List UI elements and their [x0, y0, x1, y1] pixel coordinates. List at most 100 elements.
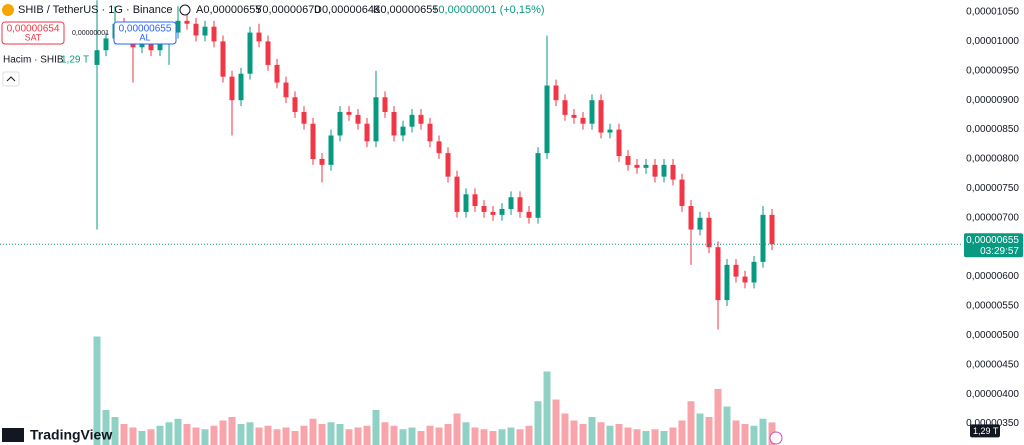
ohlc-change: +0,00000001 (+0,15%) — [432, 4, 545, 16]
candle-body — [238, 73, 244, 101]
volume-bar — [93, 336, 101, 445]
volume-bar — [111, 417, 119, 445]
volume-bar — [561, 413, 569, 445]
volume-bar — [309, 418, 317, 445]
sell-label: SAT — [25, 32, 42, 42]
volume-bar — [705, 417, 713, 445]
volume-bar — [687, 401, 695, 445]
volume-bar — [444, 424, 452, 445]
y-tick-label: 0,00000900 — [966, 95, 1019, 106]
volume-bar — [417, 431, 425, 445]
volume-bar — [399, 429, 407, 445]
candle-body — [598, 100, 604, 133]
volume-bar — [696, 413, 704, 445]
eye-icon[interactable] — [179, 4, 191, 16]
volume-bar — [678, 420, 686, 445]
candle-body — [724, 264, 730, 301]
candle-body — [688, 206, 694, 230]
collapse-icon — [6, 76, 16, 82]
candle-body — [454, 176, 460, 212]
volume-bar — [183, 424, 191, 445]
candle-body — [364, 123, 370, 142]
candle-body — [742, 276, 748, 283]
candle-body — [283, 82, 289, 98]
volume-bar — [174, 418, 182, 445]
volume-bar — [669, 427, 677, 445]
brand: TradingView — [30, 427, 112, 443]
volume-bar — [300, 425, 308, 445]
candle-body — [319, 158, 325, 165]
ohlc-open: A0,00000655 — [196, 4, 261, 16]
candle-body — [436, 141, 442, 154]
volume-bar — [246, 422, 254, 445]
volume-bar — [282, 427, 290, 445]
volume-bar — [588, 417, 596, 445]
volume-bar — [273, 429, 281, 445]
candle-body — [769, 214, 775, 245]
spread: 0,00000001 — [72, 30, 109, 37]
sell-price: 0,00000654 — [7, 24, 60, 35]
candle-body — [247, 32, 253, 74]
volume-bar — [570, 420, 578, 445]
candle-body — [535, 153, 541, 218]
volume-bar — [291, 431, 299, 445]
candle-body — [328, 135, 334, 165]
volume-bar — [741, 424, 749, 445]
candle-body — [292, 97, 298, 112]
candle-body — [391, 111, 397, 136]
buy-button[interactable] — [113, 21, 177, 45]
volume-bar — [255, 427, 263, 445]
volume-bar — [552, 399, 560, 445]
volume-bar — [120, 424, 128, 445]
volume-bar — [210, 425, 218, 445]
candle-body — [760, 214, 766, 262]
volume-bar — [579, 424, 587, 445]
candle-body — [697, 217, 703, 230]
candle-body — [733, 264, 739, 277]
candle-body — [472, 194, 478, 207]
volume-title: Hacim · SHIB — [3, 55, 64, 66]
sell-button[interactable] — [1, 21, 65, 45]
volume-bar — [759, 418, 767, 445]
candle-body — [148, 41, 154, 51]
volume-bar — [453, 413, 461, 445]
buy-label: AL — [139, 32, 150, 42]
volume-bar — [165, 422, 173, 445]
volume-bar — [606, 425, 614, 445]
candle-body — [553, 85, 559, 101]
y-tick-label: 0,00000350 — [966, 418, 1019, 429]
candle-body — [346, 111, 352, 115]
volume-bar — [615, 424, 623, 445]
candle-body — [517, 197, 523, 212]
volume-bar — [525, 425, 533, 445]
candle-body — [481, 206, 487, 212]
collapse-button[interactable] — [2, 71, 20, 87]
y-tick-label: 0,00000600 — [966, 271, 1019, 282]
y-tick-label: 0,00000800 — [966, 154, 1019, 165]
volume-bar — [480, 429, 488, 445]
volume-bar — [147, 429, 155, 445]
ui-layer: SHIB / TetherUS · 1G · Binance A0,000006… — [0, 4, 1023, 445]
volume-bar — [534, 401, 542, 445]
candle-body — [661, 164, 667, 177]
volume-bar — [363, 425, 371, 445]
candle-body — [499, 208, 505, 215]
candle-body — [310, 123, 316, 159]
candle-body — [409, 114, 415, 127]
y-tick-label: 0,00001000 — [966, 36, 1019, 47]
y-tick-label: 0,00000550 — [966, 301, 1019, 312]
symbol-icon — [2, 4, 14, 16]
candle-body — [337, 111, 343, 136]
y-tick-label: 0,00000850 — [966, 124, 1019, 135]
candle-body — [211, 26, 217, 42]
candle-body — [373, 97, 379, 142]
candle-body — [265, 41, 271, 65]
flash-icon[interactable] — [769, 431, 783, 445]
candle-body — [544, 85, 550, 154]
candle-body — [562, 100, 568, 115]
volume-bar — [201, 429, 209, 445]
candle-layer — [94, 0, 775, 330]
volume-tag-box — [970, 424, 1000, 438]
volume-bar — [543, 371, 551, 445]
candle-body — [202, 26, 208, 36]
